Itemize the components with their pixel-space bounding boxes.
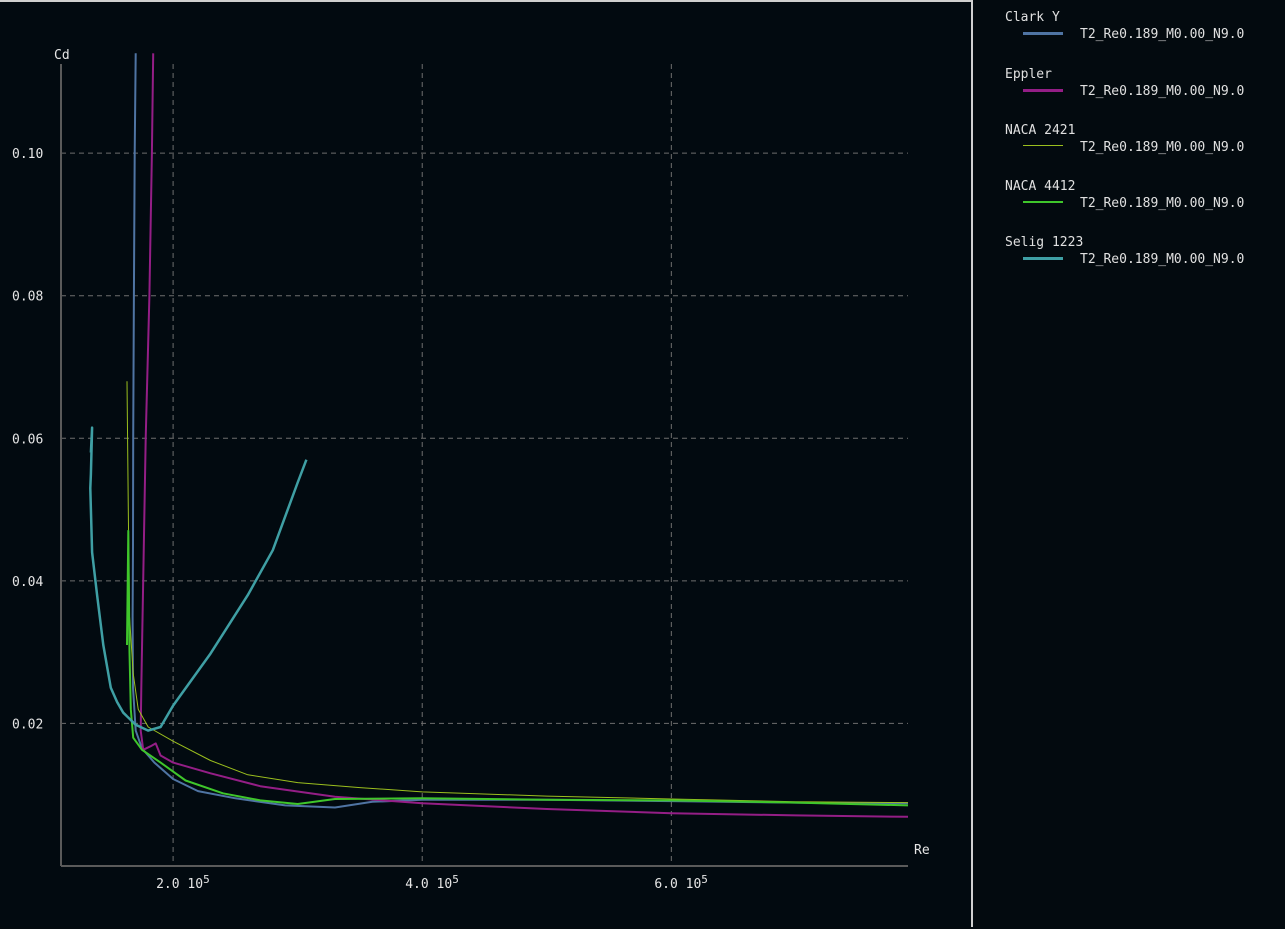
series-line-eppler [139, 53, 909, 818]
x-tick-label: 2.0 105 [156, 873, 210, 892]
legend-name: Selig 1223 [1005, 235, 1084, 250]
cd-vs-re-chart[interactable]: 0.02 0.04 0.06 0.08 0.10 2.0 105 4.0 105 6.0 10… [0, 2, 972, 929]
y-tick-label: 0.02 [12, 717, 43, 732]
y-tick-label: 0.08 [12, 290, 43, 305]
series-line-naca-4412 [126, 529, 909, 807]
y-axis-label: Cd [54, 48, 70, 63]
legend-entry-selig-1223[interactable]: Selig 1223 T2_Re0.189_M0.00_N9.0 [1005, 235, 1285, 285]
legend-label: T2_Re0.189_M0.00_N9.0 [1080, 140, 1245, 155]
panel-divider[interactable] [971, 0, 973, 927]
x-tick-label: 4.0 105 [405, 873, 459, 892]
y-tick-label: 0.04 [12, 575, 43, 590]
legend-name: Clark Y [1005, 10, 1060, 25]
legend-swatch [1023, 201, 1063, 203]
legend-entry-clark-y[interactable]: Clark Y T2_Re0.189_M0.00_N9.0 [1005, 10, 1285, 60]
legend-panel: Clark Y T2_Re0.189_M0.00_N9.0 Eppler T2_… [973, 0, 1285, 927]
y-tick-label: 0.06 [12, 432, 43, 447]
legend-label: T2_Re0.189_M0.00_N9.0 [1080, 196, 1245, 211]
legend-label: T2_Re0.189_M0.00_N9.0 [1080, 27, 1245, 42]
y-tick-label: 0.10 [12, 147, 43, 162]
legend-name: NACA 4412 [1005, 179, 1076, 194]
x-tick-label: 6.0 105 [654, 873, 708, 892]
legend-name: NACA 2421 [1005, 123, 1076, 138]
legend-label: T2_Re0.189_M0.00_N9.0 [1080, 252, 1245, 267]
legend-entry-eppler[interactable]: Eppler T2_Re0.189_M0.00_N9.0 [1005, 67, 1285, 117]
series-line-selig-1223 [89, 426, 308, 732]
legend-swatch [1023, 89, 1063, 92]
legend-entry-naca-4412[interactable]: NACA 4412 T2_Re0.189_M0.00_N9.0 [1005, 179, 1285, 229]
plot-area[interactable]: 0.02 0.04 0.06 0.08 0.10 2.0 105 4.0 105 6.0 10… [0, 0, 972, 927]
legend-swatch [1023, 145, 1063, 146]
legend-label: T2_Re0.189_M0.00_N9.0 [1080, 84, 1245, 99]
x-axis-label: Re [914, 843, 930, 858]
legend-name: Eppler [1005, 67, 1052, 82]
legend-swatch [1023, 257, 1063, 260]
legend-swatch [1023, 32, 1063, 35]
series-line-clark-y [131, 53, 909, 809]
legend-entry-naca-2421[interactable]: NACA 2421 T2_Re0.189_M0.00_N9.0 [1005, 123, 1285, 173]
series-line-naca-2421 [126, 381, 909, 804]
